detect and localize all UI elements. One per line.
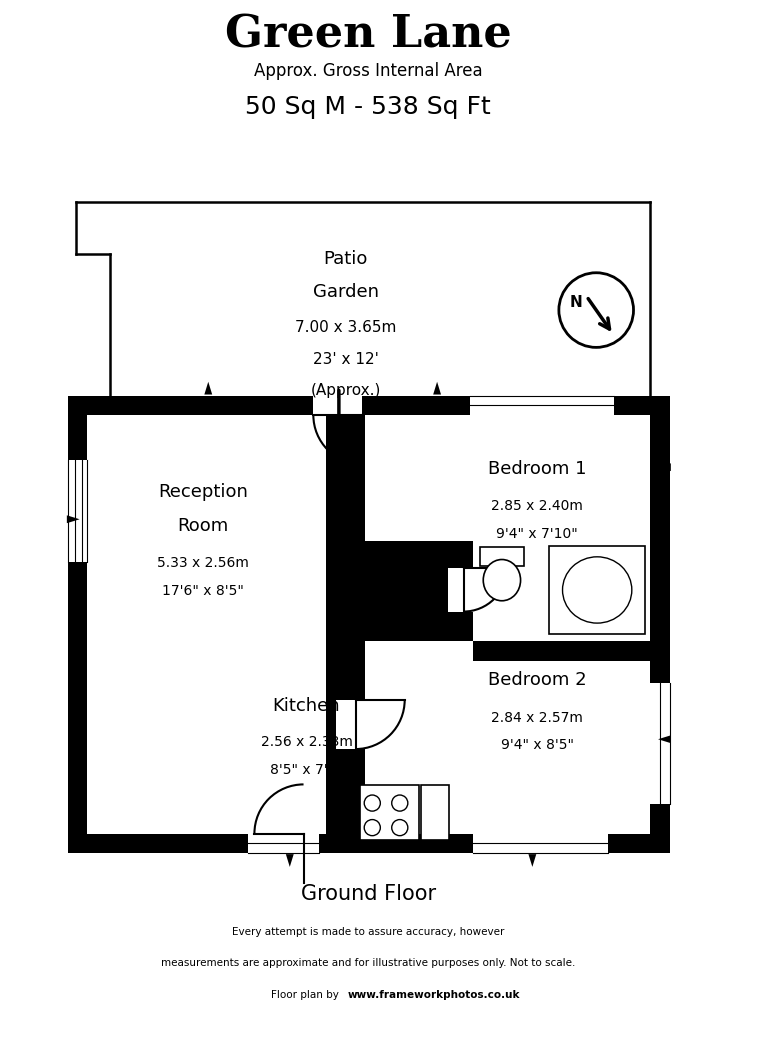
- Bar: [88, 415, 326, 834]
- Text: (Approx.): (Approx.): [311, 383, 381, 398]
- Text: 9'4" x 8'5": 9'4" x 8'5": [501, 738, 574, 752]
- Text: Room: Room: [177, 517, 229, 536]
- Text: 8'5" x 7'8": 8'5" x 7'8": [270, 762, 343, 777]
- Text: N: N: [570, 295, 582, 310]
- Bar: [254, 828, 304, 854]
- Bar: [336, 700, 365, 749]
- Text: 50 Sq M - 538 Sq Ft: 50 Sq M - 538 Sq Ft: [246, 94, 491, 119]
- Bar: [474, 541, 650, 642]
- Text: 23' x 12': 23' x 12': [313, 352, 379, 366]
- Ellipse shape: [563, 556, 632, 623]
- Text: measurements are approximate and for illustrative purposes only. Not to scale.: measurements are approximate and for ill…: [161, 959, 576, 968]
- Text: Ground Floor: Ground Floor: [301, 884, 436, 904]
- Text: Approx. Gross Internal Area: Approx. Gross Internal Area: [254, 62, 483, 81]
- Text: Kitchen: Kitchen: [273, 697, 340, 715]
- Text: www.frameworkphotos.co.uk: www.frameworkphotos.co.uk: [348, 989, 520, 1000]
- Text: 17'6" x 8'5": 17'6" x 8'5": [163, 584, 244, 597]
- Bar: [470, 396, 614, 415]
- Bar: [68, 396, 670, 854]
- Bar: [474, 834, 608, 854]
- Text: Green Lane: Green Lane: [225, 14, 512, 57]
- Text: 7.00 x 3.65m: 7.00 x 3.65m: [295, 320, 397, 335]
- Text: 2.84 x 2.57m: 2.84 x 2.57m: [491, 711, 584, 724]
- Text: Floor plan by: Floor plan by: [271, 989, 346, 1000]
- Bar: [650, 684, 670, 804]
- Text: Reception: Reception: [158, 483, 248, 501]
- Bar: [422, 785, 449, 840]
- Polygon shape: [529, 854, 536, 867]
- Ellipse shape: [484, 560, 521, 601]
- Bar: [313, 391, 363, 415]
- Bar: [365, 660, 454, 834]
- Text: 9'4" x 7'10": 9'4" x 7'10": [497, 527, 578, 541]
- Polygon shape: [205, 382, 212, 395]
- Bar: [549, 546, 646, 634]
- Text: 5.33 x 2.56m: 5.33 x 2.56m: [157, 556, 250, 570]
- Polygon shape: [658, 463, 671, 471]
- Text: 2.85 x 2.40m: 2.85 x 2.40m: [491, 500, 584, 513]
- Bar: [365, 415, 650, 541]
- Bar: [448, 568, 477, 611]
- Polygon shape: [658, 735, 671, 743]
- Bar: [247, 834, 319, 854]
- Bar: [68, 460, 88, 563]
- Polygon shape: [286, 854, 294, 867]
- Text: Patio: Patio: [324, 250, 368, 268]
- Text: Garden: Garden: [313, 284, 379, 301]
- Text: Every attempt is made to assure accuracy, however: Every attempt is made to assure accuracy…: [232, 927, 505, 937]
- Bar: [365, 660, 650, 834]
- Polygon shape: [67, 516, 80, 523]
- Bar: [360, 785, 419, 840]
- Bar: [365, 642, 474, 660]
- Polygon shape: [433, 382, 441, 395]
- Text: Bedroom 1: Bedroom 1: [488, 460, 587, 478]
- Text: Bedroom 2: Bedroom 2: [488, 671, 587, 689]
- Bar: [480, 547, 524, 566]
- Text: 2.56 x 2.33m: 2.56 x 2.33m: [260, 735, 353, 750]
